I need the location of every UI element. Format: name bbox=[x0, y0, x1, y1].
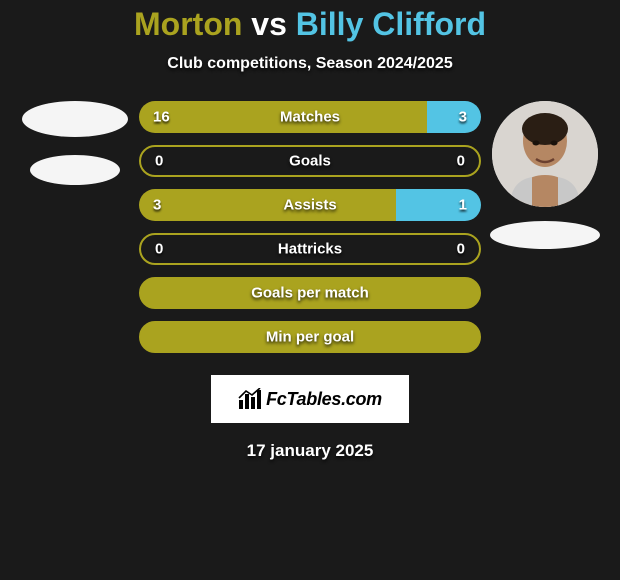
bar-value-right: 3 bbox=[459, 109, 467, 126]
bar-fill-left bbox=[139, 189, 396, 221]
bar-value-right: 0 bbox=[457, 153, 465, 170]
bar-value-left: 0 bbox=[155, 241, 163, 258]
left-player-column bbox=[15, 101, 135, 185]
bar-value-right: 1 bbox=[459, 197, 467, 214]
bar-value-left: 16 bbox=[153, 109, 170, 126]
bar-label: Goals per match bbox=[251, 285, 369, 302]
bar-value-left: 3 bbox=[153, 197, 161, 214]
stat-bar-goals-per-match: Goals per match bbox=[139, 277, 481, 309]
stats-bars: 16 3 Matches 0 0 Goals 3 1 Assists 0 0 Hattricks Goa… bbox=[135, 101, 485, 353]
main-row: 16 3 Matches 0 0 Goals 3 1 Assists 0 0 Hattricks Goa… bbox=[0, 101, 620, 353]
player-right-name: Billy Clifford bbox=[296, 6, 486, 42]
player-left-name: Morton bbox=[134, 6, 242, 42]
left-club-badge bbox=[30, 155, 120, 185]
bar-value-left: 0 bbox=[155, 153, 163, 170]
right-player-column bbox=[485, 101, 605, 249]
bar-label: Matches bbox=[280, 109, 340, 126]
fctables-logo: FcTables.com bbox=[211, 375, 409, 423]
logo-text: FcTables.com bbox=[266, 389, 382, 410]
vs-label: vs bbox=[242, 6, 295, 42]
right-club-badge bbox=[490, 221, 600, 249]
player-photo-icon bbox=[492, 101, 598, 207]
bar-chart-icon bbox=[238, 388, 262, 410]
stat-bar-goals: 0 0 Goals bbox=[139, 145, 481, 177]
bar-fill-right bbox=[396, 189, 482, 221]
bar-label: Assists bbox=[283, 197, 336, 214]
stat-bar-min-per-goal: Min per goal bbox=[139, 321, 481, 353]
left-player-avatar bbox=[22, 101, 128, 137]
bar-label: Min per goal bbox=[266, 329, 354, 346]
stat-bar-matches: 16 3 Matches bbox=[139, 101, 481, 133]
comparison-title: Morton vs Billy Clifford bbox=[0, 6, 620, 43]
bar-label: Hattricks bbox=[278, 241, 342, 258]
snapshot-date: 17 january 2025 bbox=[0, 441, 620, 461]
bar-label: Goals bbox=[289, 153, 331, 170]
stat-bar-assists: 3 1 Assists bbox=[139, 189, 481, 221]
season-subtitle: Club competitions, Season 2024/2025 bbox=[0, 55, 620, 73]
comparison-widget: Morton vs Billy Clifford Club competitio… bbox=[0, 0, 620, 461]
bar-fill-right bbox=[427, 101, 481, 133]
stat-bar-hattricks: 0 0 Hattricks bbox=[139, 233, 481, 265]
bar-value-right: 0 bbox=[457, 241, 465, 258]
right-player-avatar bbox=[492, 101, 598, 207]
